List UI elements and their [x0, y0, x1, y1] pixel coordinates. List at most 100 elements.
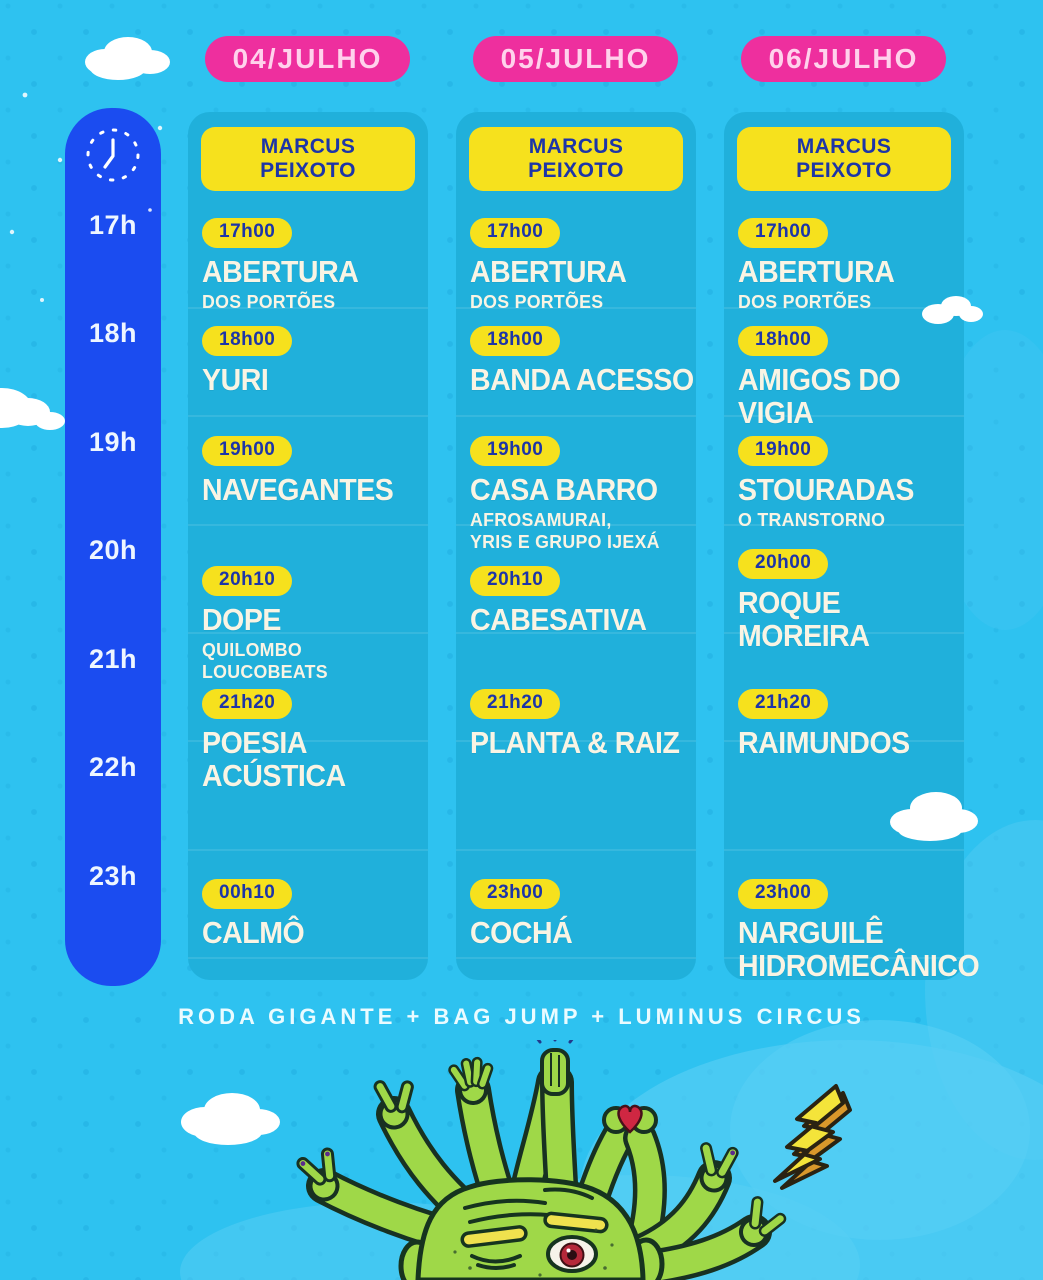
schedule-slot: 17h00 ABERTURA DOS PORTÕES: [738, 218, 950, 313]
schedule-slot: 20h00 ROQUE MOREIRA: [738, 549, 950, 652]
artist-name: AMIGOS DO VIGIA: [738, 362, 901, 431]
lightning-bolt-icon: [773, 1084, 852, 1190]
time-pill: 23h00: [470, 879, 561, 909]
attractions-footer: RODA GIGANTE + BAG JUMP + LUMINUS CIRCUS: [178, 1004, 865, 1029]
heart-hands: [602, 1104, 658, 1134]
row-divider: [456, 524, 696, 526]
rock-sign-hand: [373, 1080, 414, 1130]
row-divider: [724, 740, 964, 742]
row-divider: [188, 740, 428, 742]
row-divider: [456, 957, 696, 959]
schedule-slot: 18h00 AMIGOS DO VIGIA: [738, 326, 950, 429]
day-column-1: MARCUS PEIXOTO 17h00 ABERTURA DOS PORTÕE…: [188, 112, 428, 980]
row-divider: [456, 415, 696, 417]
schedule-slot: 19h00 STOURADAS O TRANSTORNO: [738, 436, 950, 531]
artist-name: ROQUE MOREIRA: [738, 585, 870, 654]
schedule-slot: 17h00 ABERTURA DOS PORTÕES: [470, 218, 682, 313]
time-pill: 21h20: [470, 689, 561, 719]
artist-name: RAIMUNDOS: [738, 725, 910, 760]
time-pill: 20h10: [470, 566, 561, 596]
row-divider: [188, 415, 428, 417]
artist-subtitle: QUILOMBO LOUCOBEATS: [202, 639, 328, 682]
schedule-slot: 18h00 BANDA ACESSO: [470, 326, 694, 396]
high-five-hands: [536, 1040, 574, 1096]
row-divider: [456, 307, 696, 309]
schedule-slot: 21h20 RAIMUNDOS: [738, 689, 950, 759]
date-pill-day3: 06/JULHO: [741, 36, 946, 82]
row-divider: [188, 849, 428, 851]
cloud-icon: [0, 388, 65, 430]
schedule-slot: 21h20 PLANTA & RAIZ: [470, 689, 682, 759]
stage-header: MARCUS PEIXOTO: [737, 127, 951, 191]
time-pill: 19h00: [202, 436, 293, 466]
schedule-slot: 21h20 POESIA ACÚSTICA: [202, 689, 414, 792]
artist-name: CABESATIVA: [470, 602, 647, 637]
rail-hour: 21h: [88, 644, 138, 674]
schedule-slot: 17h00 ABERTURA DOS PORTÕES: [202, 218, 414, 313]
row-divider: [724, 632, 964, 634]
time-pill: 17h00: [738, 218, 829, 248]
schedule-slot: 23h00 COCHÁ: [470, 879, 682, 949]
artist-name: CASA BARRO: [470, 472, 658, 507]
artist-name: POESIA ACÚSTICA: [202, 725, 346, 794]
time-pill: 00h10: [202, 879, 293, 909]
artist-subtitle: DOS PORTÕES: [738, 291, 872, 313]
artist-subtitle: DOS PORTÕES: [470, 291, 604, 313]
row-divider: [188, 307, 428, 309]
stage-header: MARCUS PEIXOTO: [201, 127, 415, 191]
time-pill: 18h00: [470, 326, 561, 356]
schedule-slot: 19h00 CASA BARRO AFROSAMURAI, YRIS E GRU…: [470, 436, 682, 553]
artist-name: STOURADAS: [738, 472, 914, 507]
schedule-slot: 18h00 YURI: [202, 326, 414, 396]
time-pill: 19h00: [738, 436, 829, 466]
peace-sign-hand: [699, 1142, 739, 1193]
stage-name: MARCUS PEIXOTO: [260, 135, 356, 182]
rail-hour: 18h: [88, 318, 138, 348]
time-pill: 21h20: [738, 689, 829, 719]
schedule-slot: 20h10 CABESATIVA: [470, 566, 682, 636]
row-divider: [724, 415, 964, 417]
open-palm-hand: [448, 1056, 494, 1105]
row-divider: [724, 957, 964, 959]
date-label: 05/JULHO: [500, 43, 651, 74]
time-pill: 21h20: [202, 689, 293, 719]
schedule-slot: 23h00 NARGUILÊ HIDROMECÂNICO: [738, 879, 980, 982]
cloud-icon: [922, 296, 983, 324]
freckles: [453, 1228, 614, 1277]
row-divider: [724, 307, 964, 309]
schedule-slot: 19h00 NAVEGANTES: [202, 436, 414, 506]
time-rail: 17h 18h 19h 20h 21h 22h 23h: [65, 108, 161, 986]
artist-subtitle: AFROSAMURAI, YRIS E GRUPO IJEXÁ: [470, 509, 660, 552]
row-divider: [456, 849, 696, 851]
row-divider: [724, 849, 964, 851]
speckles: [9, 92, 163, 302]
artist-name: COCHÁ: [470, 915, 573, 950]
medusa-hands-illustration: [181, 1040, 852, 1280]
artist-subtitle: O TRANSTORNO: [738, 509, 886, 531]
row-divider: [188, 957, 428, 959]
time-pill: 17h00: [202, 218, 293, 248]
time-pill: 18h00: [202, 326, 293, 356]
schedule-slot: 00h10 CALMÔ: [202, 879, 414, 949]
schedule-slot: 20h10 DOPE QUILOMBO LOUCOBEATS: [202, 566, 414, 683]
artist-name: YURI: [202, 362, 269, 397]
cloud-icon: [181, 1093, 280, 1145]
rock-sign-hand: [739, 1196, 787, 1247]
sparkles-icon: [536, 1040, 574, 1044]
clock-icon: [86, 128, 140, 182]
date-label: 06/JULHO: [768, 43, 919, 74]
time-pill: 20h10: [202, 566, 293, 596]
winking-eye: [470, 1254, 522, 1270]
row-divider: [188, 632, 428, 634]
artist-name: DOPE: [202, 602, 281, 637]
time-pill: 18h00: [738, 326, 829, 356]
artist-name: ABERTURA: [470, 254, 627, 289]
day-column-2: MARCUS PEIXOTO 17h00 ABERTURA DOS PORTÕE…: [456, 112, 696, 980]
stage-name: MARCUS PEIXOTO: [528, 135, 624, 182]
date-label: 04/JULHO: [232, 43, 383, 74]
row-divider: [188, 524, 428, 526]
rail-hour: 22h: [88, 752, 138, 782]
heart-icon: [617, 1104, 643, 1134]
